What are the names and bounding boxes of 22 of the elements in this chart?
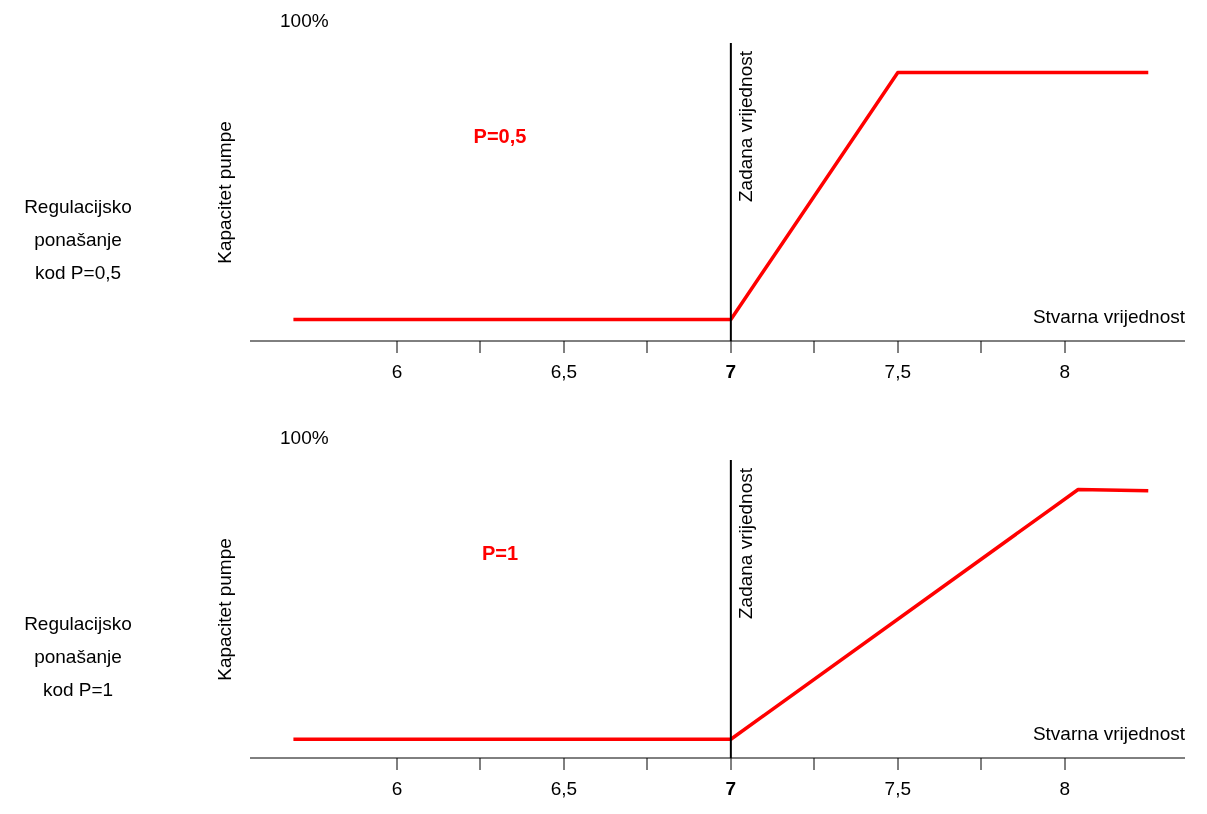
x-tick-label: 7	[725, 778, 737, 799]
x-tick-label: 7,5	[884, 778, 912, 799]
y-axis-title: Kapacitet pumpe	[213, 121, 235, 264]
x-tick-label: 8	[1059, 778, 1071, 799]
x-axis-title: Stvarna vrijednost	[1032, 723, 1186, 744]
x-tick-label: 7	[725, 361, 737, 382]
text: Regulacijsko ponašanje kod P=1	[24, 613, 132, 700]
x-tick-label: 6,5	[550, 361, 578, 382]
x-tick-label: 6	[391, 361, 403, 382]
annotation: P=0,5	[473, 125, 527, 147]
annotation: P=1	[481, 542, 519, 564]
ref-line-label: Zadana vrijednost	[734, 467, 756, 620]
x-tick-label: 7,5	[884, 361, 912, 382]
x-axis-title: Stvarna vrijednost	[1032, 306, 1186, 327]
ref-line-label: Zadana vrijednost	[734, 50, 756, 203]
text: 100%	[280, 10, 329, 31]
y-axis-title: Kapacitet pumpe	[213, 538, 235, 681]
text: Regulacijsko ponašanje kod P=0,5	[24, 196, 132, 283]
x-tick-label: 8	[1059, 361, 1071, 382]
x-tick-label: 6	[391, 778, 403, 799]
text: 100%	[280, 427, 329, 448]
x-tick-label: 6,5	[550, 778, 578, 799]
